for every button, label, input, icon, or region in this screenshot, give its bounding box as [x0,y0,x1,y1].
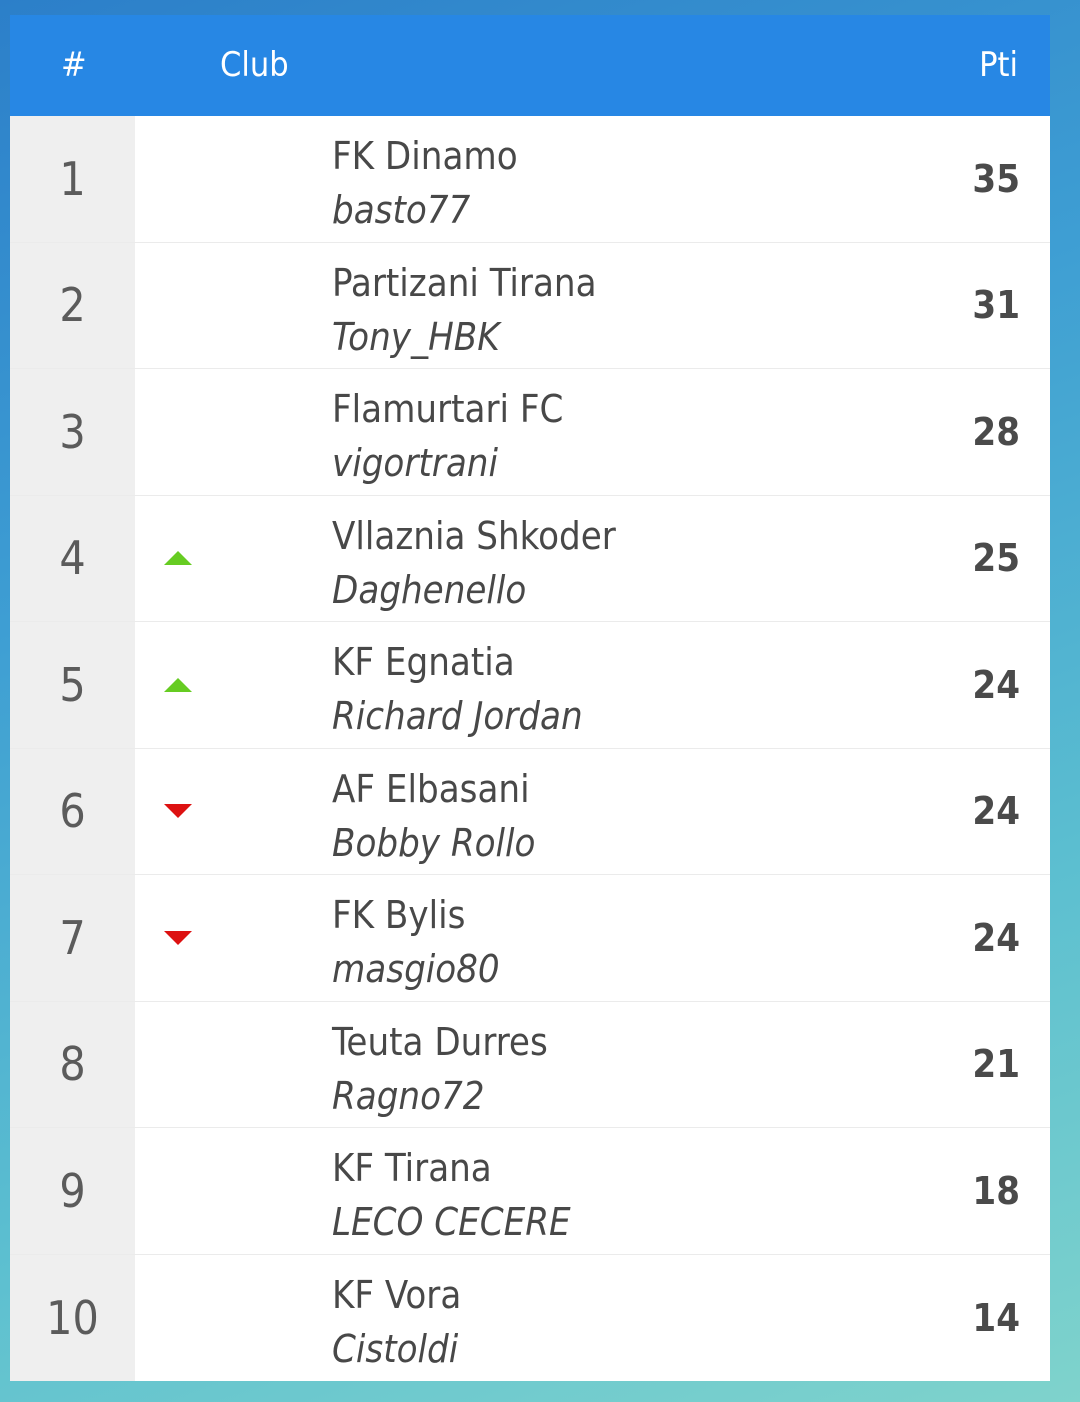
points-value: 18 [972,1168,1020,1213]
table-row[interactable]: 10 KF Vora Cistoldi 14 [10,1254,1050,1381]
table-row[interactable]: 7 FK Bylis masgio80 24 [10,875,1050,1002]
rank-cell: 2 [10,242,135,368]
points-value: 35 [972,156,1020,201]
points-value: 24 [972,915,1020,960]
club-name[interactable]: Flamurtari FC [332,387,564,431]
points-column-header[interactable]: Pti [979,45,1018,85]
manager-name[interactable]: vigortrani [332,441,498,485]
club-name[interactable]: Vllaznia Shkoder [332,513,616,558]
rank-cell: 5 [10,622,135,748]
club-name[interactable]: KF Vora [332,1272,462,1317]
points-value: 21 [972,1042,1020,1087]
manager-name[interactable]: Ragno72 [332,1073,485,1118]
club-name[interactable]: KF Tirana [332,1146,492,1190]
table-row[interactable]: 8 Teuta Durres Ragno72 21 [10,1001,1050,1128]
club-name[interactable]: Teuta Durres [332,1019,548,1064]
table-row[interactable]: 4 Vllaznia Shkoder Daghenello 25 [10,495,1050,622]
manager-name[interactable]: Cistoldi [332,1326,459,1371]
manager-name[interactable]: Tony_HBK [332,314,500,359]
table-row[interactable]: 2 Partizani Tirana Tony_HBK 31 [10,242,1050,369]
club-name[interactable]: Partizani Tirana [332,260,597,305]
rank-cell: 7 [10,875,135,1001]
points-value: 14 [972,1295,1020,1340]
club-column-header[interactable]: Club [220,45,289,85]
table-row[interactable]: 1 FK Dinamo basto77 35 [10,116,1050,243]
rank-cell: 1 [10,116,135,242]
rank-cell: 4 [10,495,135,621]
table-header: # Club Pti [10,15,1050,116]
rank-cell: 9 [10,1128,135,1254]
rank-cell: 8 [10,1001,135,1127]
points-value: 31 [972,283,1020,328]
table-row[interactable]: 9 KF Tirana LECO CECERE 18 [10,1128,1050,1255]
standings-table: # Club Pti 1 FK Dinamo basto77 35 2 Part… [10,15,1050,1381]
rank-cell: 6 [10,748,135,874]
club-name[interactable]: FK Bylis [332,893,466,937]
trend-up-icon [164,551,192,566]
points-value: 24 [972,789,1020,834]
table-row[interactable]: 3 Flamurtari FC vigortrani 28 [10,369,1050,496]
points-value: 25 [972,536,1020,581]
manager-name[interactable]: Richard Jordan [332,694,583,738]
points-value: 28 [972,409,1020,454]
table-row[interactable]: 6 AF Elbasani Bobby Rollo 24 [10,748,1050,875]
club-name[interactable]: FK Dinamo [332,134,518,178]
trend-down-icon [164,930,192,945]
manager-name[interactable]: Bobby Rollo [332,820,536,865]
manager-name[interactable]: masgio80 [332,947,500,991]
points-value: 24 [972,662,1020,707]
manager-name[interactable]: LECO CECERE [332,1200,571,1244]
manager-name[interactable]: basto77 [332,188,471,232]
rank-cell: 10 [10,1254,135,1381]
rank-cell: 3 [10,369,135,495]
club-name[interactable]: KF Egnatia [332,640,515,684]
club-name[interactable]: AF Elbasani [332,766,530,811]
manager-name[interactable]: Daghenello [332,567,527,612]
table-row[interactable]: 5 KF Egnatia Richard Jordan 24 [10,622,1050,749]
rank-column-header[interactable]: # [61,45,87,85]
trend-down-icon [164,804,192,819]
trend-up-icon [164,677,192,692]
